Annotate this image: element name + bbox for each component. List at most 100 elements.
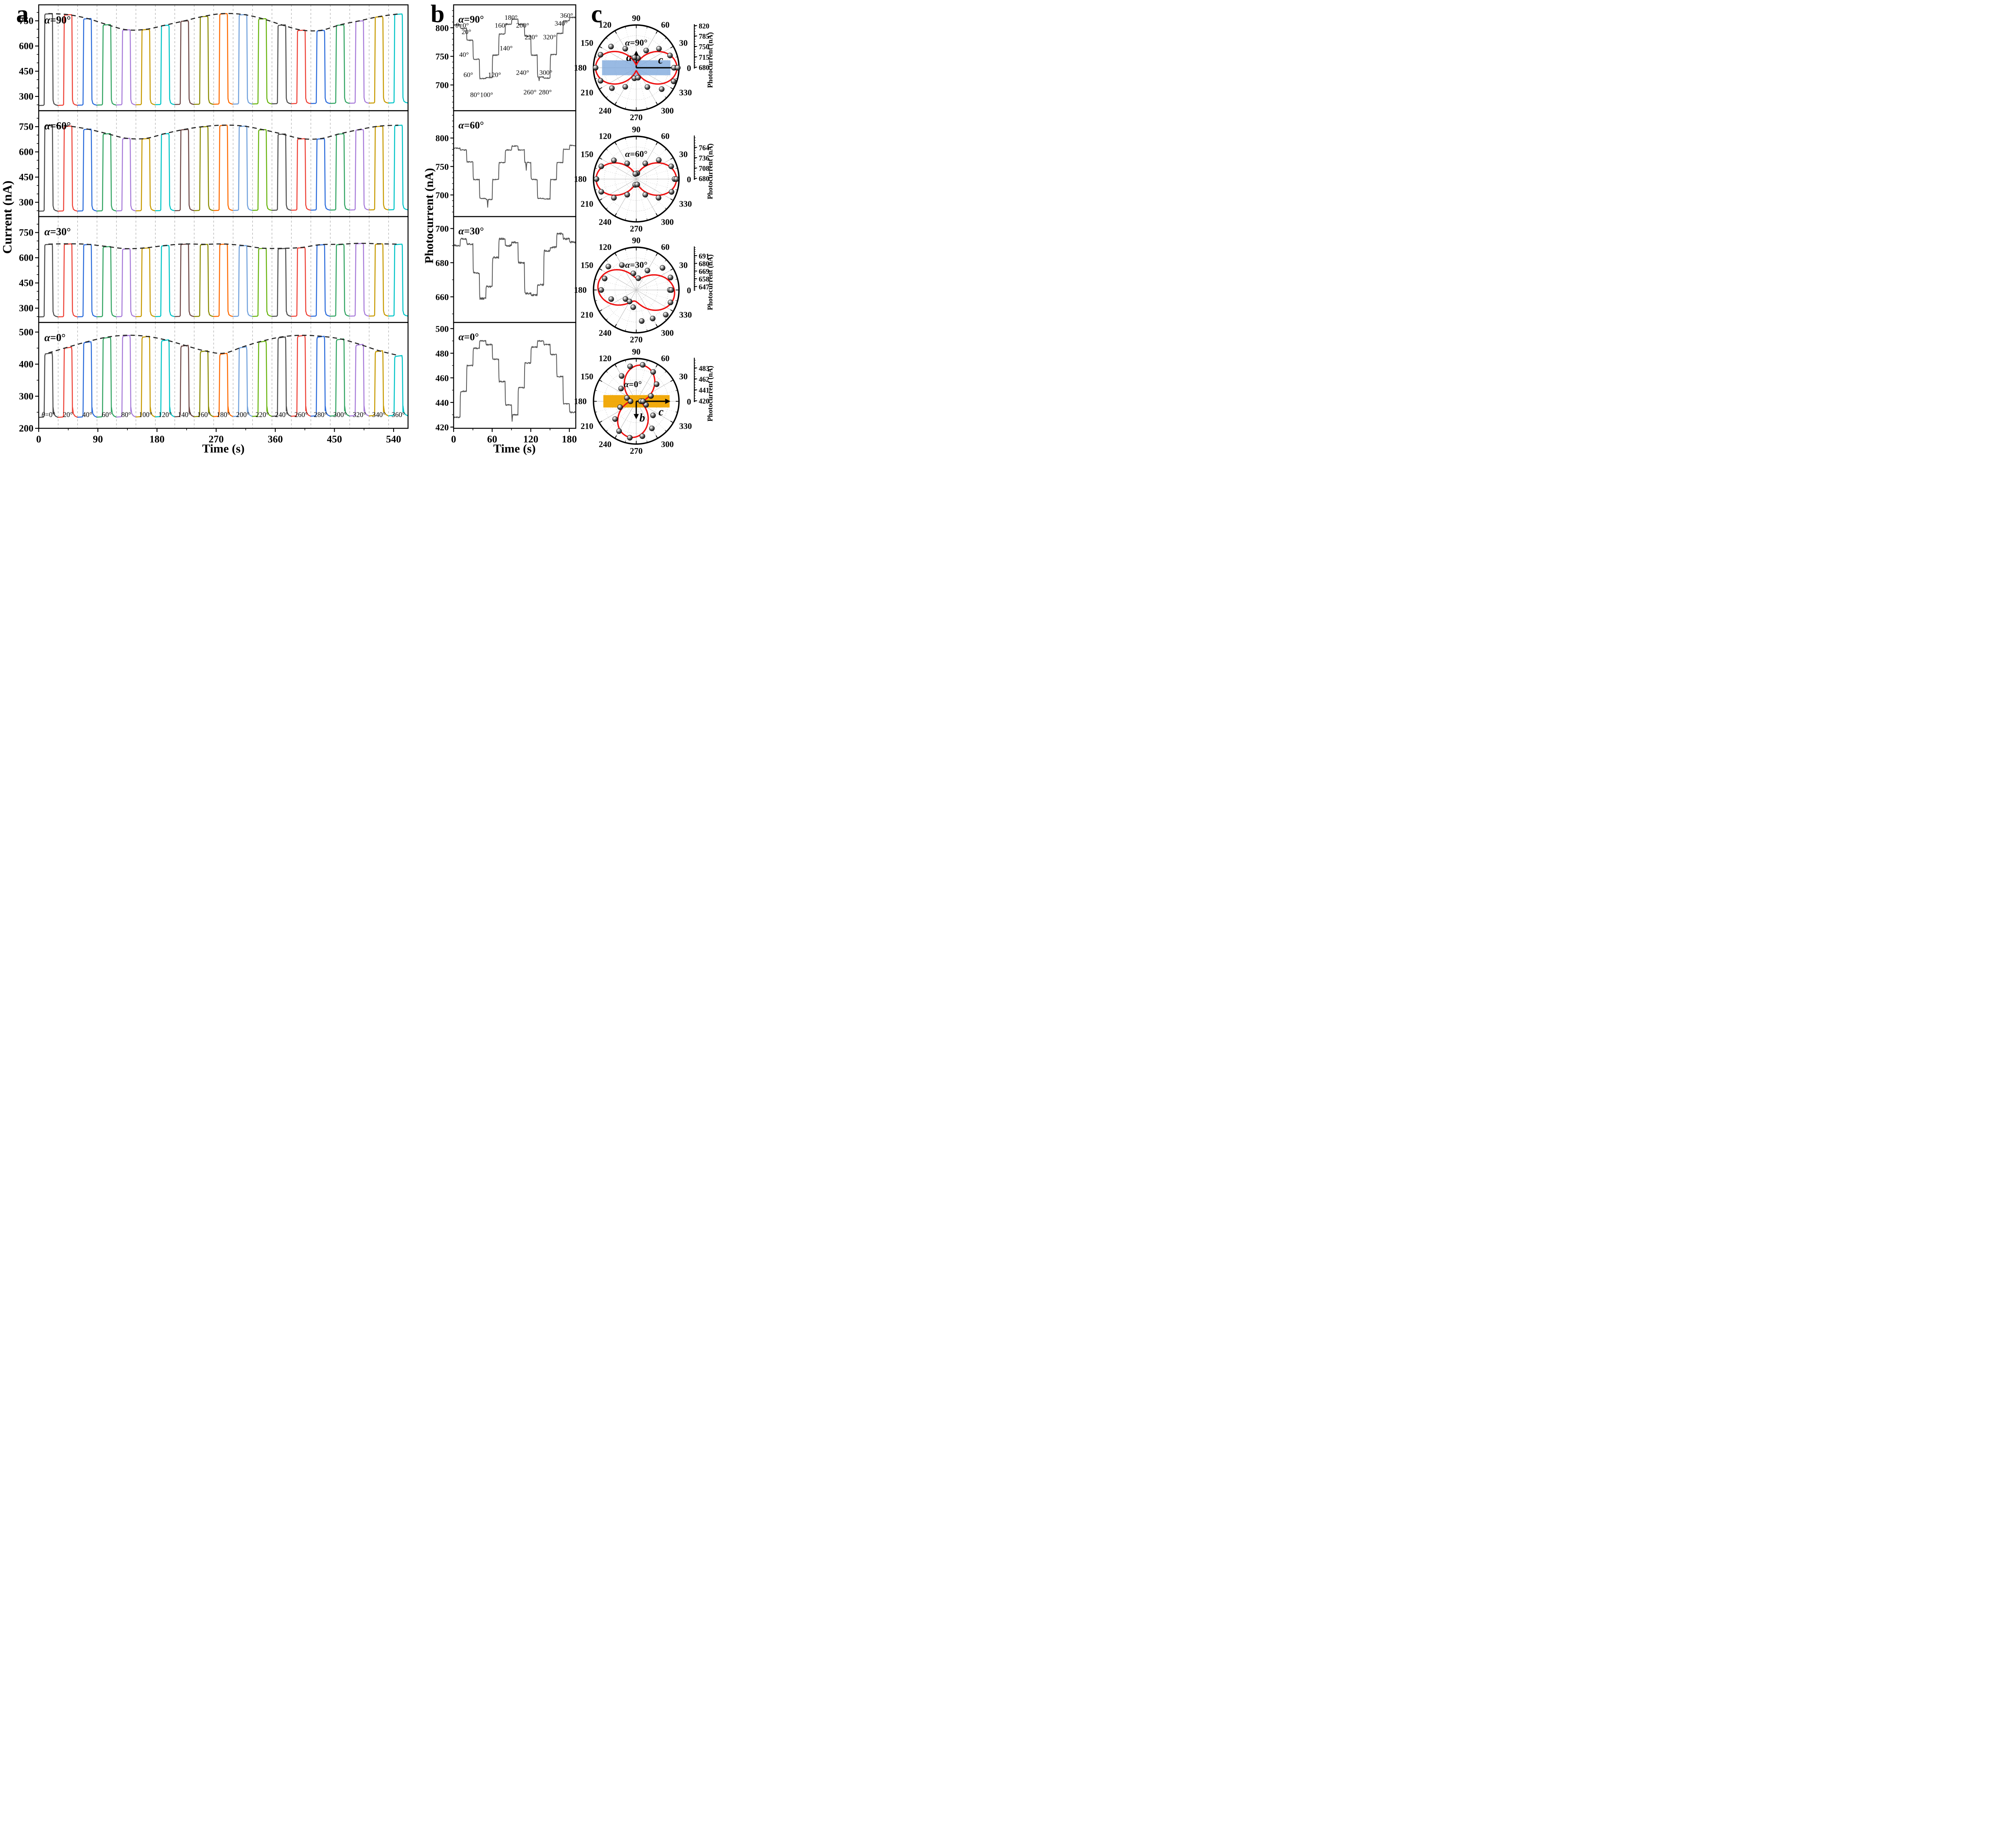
- svg-text:240: 240: [599, 328, 612, 338]
- svg-text:0: 0: [687, 175, 691, 184]
- panel-c-letter: c: [591, 0, 602, 28]
- y-axis-ticks: 300 450 600 750: [19, 12, 39, 105]
- polar-plot-60: 0 30 60 90 120 150 180 210 240 270 300 330 680 708 736…: [574, 125, 714, 234]
- svg-text:460: 460: [435, 373, 449, 383]
- svg-text:280°: 280°: [539, 88, 552, 96]
- current-axis-label: Current (nA): [0, 180, 15, 254]
- svg-text:α=0°: α=0°: [458, 332, 479, 343]
- x-axis-ticks: 0 90 180 270 360 450 540: [36, 428, 401, 445]
- svg-text:800: 800: [435, 23, 449, 33]
- svg-text:α=90°: α=90°: [625, 38, 648, 48]
- staircase-trace: [453, 340, 576, 422]
- svg-text:180: 180: [574, 174, 587, 184]
- svg-text:30: 30: [679, 38, 688, 48]
- svg-text:750: 750: [19, 122, 33, 132]
- svg-text:60: 60: [661, 20, 670, 29]
- svg-text:450: 450: [327, 434, 342, 445]
- svg-text:180°: 180°: [504, 14, 517, 21]
- svg-text:30: 30: [679, 150, 688, 159]
- svg-text:700: 700: [435, 224, 449, 234]
- panel-b-row-60: 700 750 800 α=60°: [435, 110, 577, 217]
- svg-text:140°: 140°: [178, 411, 191, 419]
- svg-text:150: 150: [581, 261, 594, 270]
- envelope-curve: [48, 242, 398, 250]
- svg-text:0: 0: [451, 434, 456, 445]
- svg-text:320°: 320°: [353, 411, 366, 419]
- svg-text:240°: 240°: [275, 411, 288, 419]
- svg-text:700: 700: [435, 190, 449, 200]
- svg-text:480: 480: [435, 348, 449, 359]
- svg-text:α=30°: α=30°: [458, 226, 484, 237]
- panel-a-letter: a: [16, 0, 29, 28]
- panel-b-row-0: 420 440 460 480 500 α=0° 0 60 120 180: [435, 322, 577, 445]
- y-axis-ticks: 300 450 600 750: [19, 224, 39, 317]
- svg-text:120: 120: [523, 434, 539, 445]
- svg-text:300°: 300°: [539, 69, 552, 77]
- panel-b-letter: b: [431, 0, 445, 28]
- panel-a-row-0: 200 300 400 500 α=0° θ=0° 20° 40° 60° 80° 100° 120°…: [19, 322, 409, 445]
- polar-fit-curve: [597, 269, 675, 311]
- svg-text:260°: 260°: [294, 411, 308, 419]
- svg-text:500: 500: [435, 324, 449, 334]
- svg-text:60: 60: [487, 434, 497, 445]
- svg-text:150: 150: [581, 372, 594, 382]
- svg-text:160°: 160°: [197, 411, 210, 419]
- svg-text:800: 800: [435, 133, 449, 143]
- svg-text:210: 210: [581, 88, 594, 98]
- svg-text:0: 0: [687, 397, 691, 407]
- svg-text:40°: 40°: [82, 411, 92, 419]
- staircase-trace: [453, 17, 576, 81]
- time-axis-label-a: Time (s): [202, 442, 245, 455]
- svg-text:30: 30: [679, 261, 688, 270]
- svg-text:300: 300: [661, 440, 674, 449]
- polar-data-points: [594, 157, 679, 201]
- svg-text:240: 240: [599, 106, 612, 116]
- panel-b-row-90: 700 750 800 α=90°θ=0°20° 40° 60° 80° 100° 120° 14…: [435, 4, 577, 111]
- svg-text:60: 60: [661, 131, 670, 141]
- svg-text:c: c: [658, 54, 663, 66]
- polar-data-points: [593, 44, 681, 92]
- svg-text:180: 180: [574, 396, 587, 406]
- svg-text:708: 708: [699, 165, 710, 173]
- svg-text:260°: 260°: [523, 88, 536, 96]
- panel-a-row-60: 300 450 600 750 α=60°: [19, 110, 409, 217]
- svg-text:330: 330: [679, 88, 692, 98]
- svg-text:750: 750: [435, 162, 449, 172]
- svg-text:60°: 60°: [463, 71, 473, 79]
- svg-text:270: 270: [630, 335, 643, 344]
- staircase-trace: [453, 232, 576, 300]
- y-axis-ticks: 660 680 700: [435, 224, 454, 314]
- svg-text:20°: 20°: [462, 28, 471, 35]
- svg-text:300: 300: [19, 198, 33, 208]
- polar-data-points: [598, 262, 674, 324]
- svg-text:150: 150: [581, 150, 594, 159]
- svg-text:240: 240: [599, 440, 612, 449]
- svg-text:180: 180: [562, 434, 577, 445]
- y-axis-ticks: 300 450 600 750: [19, 118, 39, 211]
- svg-text:0: 0: [687, 286, 691, 295]
- svg-text:α=90°: α=90°: [458, 14, 484, 25]
- svg-text:120°: 120°: [488, 71, 501, 79]
- svg-text:120: 120: [599, 131, 612, 141]
- svg-text:300: 300: [19, 92, 33, 102]
- svg-text:80°: 80°: [121, 411, 131, 419]
- x-axis-ticks: 0 60 120 180: [451, 428, 577, 445]
- svg-text:540: 540: [386, 434, 401, 445]
- svg-text:120: 120: [599, 242, 612, 252]
- svg-text:658: 658: [699, 275, 710, 283]
- panel-b-row-30: 660 680 700 α=30°: [435, 216, 577, 323]
- svg-text:90: 90: [632, 347, 641, 357]
- svg-text:180: 180: [574, 63, 587, 73]
- polar-grid: [594, 136, 679, 222]
- svg-text:820: 820: [699, 22, 710, 30]
- svg-text:210: 210: [581, 310, 594, 320]
- svg-text:360°: 360°: [560, 12, 573, 19]
- svg-text:220°: 220°: [256, 411, 269, 419]
- y-axis-ticks: 700 750 800: [435, 115, 454, 213]
- angle-ticks: [594, 247, 679, 333]
- radial-axis: 680 715 750 785 820 Photocurrent (nA): [694, 22, 714, 88]
- svg-text:691: 691: [699, 252, 709, 260]
- svg-text:0: 0: [687, 63, 691, 73]
- svg-text:240: 240: [599, 217, 612, 227]
- svg-text:150: 150: [581, 38, 594, 48]
